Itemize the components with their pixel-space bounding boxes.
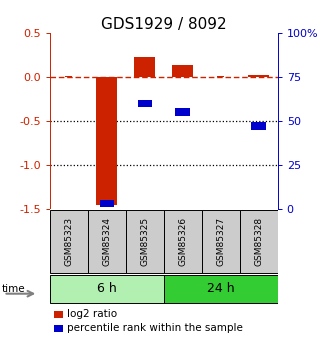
- Title: GDS1929 / 8092: GDS1929 / 8092: [101, 17, 227, 32]
- Bar: [96, 77, 117, 205]
- Bar: [176, 108, 190, 116]
- Bar: [134, 57, 155, 77]
- Bar: [164, 275, 278, 303]
- Bar: [126, 210, 164, 273]
- Text: GSM85328: GSM85328: [254, 217, 263, 266]
- Bar: [172, 65, 193, 77]
- Bar: [248, 75, 269, 77]
- Bar: [54, 310, 63, 318]
- Bar: [65, 76, 73, 77]
- Text: time: time: [2, 284, 25, 294]
- Bar: [217, 76, 224, 77]
- Bar: [202, 210, 239, 273]
- Text: log2 ratio: log2 ratio: [67, 309, 117, 319]
- Text: percentile rank within the sample: percentile rank within the sample: [67, 323, 243, 333]
- Bar: [50, 210, 88, 273]
- Text: GSM85323: GSM85323: [64, 217, 73, 266]
- Text: 6 h: 6 h: [97, 282, 117, 295]
- Bar: [100, 200, 114, 207]
- Bar: [240, 210, 278, 273]
- Bar: [54, 325, 63, 332]
- Bar: [251, 122, 266, 130]
- Bar: [164, 210, 202, 273]
- Text: GSM85325: GSM85325: [140, 217, 149, 266]
- Text: GSM85327: GSM85327: [216, 217, 225, 266]
- Bar: [137, 100, 152, 107]
- Text: GSM85326: GSM85326: [178, 217, 187, 266]
- Text: GSM85324: GSM85324: [102, 217, 111, 266]
- Text: 24 h: 24 h: [207, 282, 235, 295]
- Bar: [50, 275, 164, 303]
- Bar: [88, 210, 126, 273]
